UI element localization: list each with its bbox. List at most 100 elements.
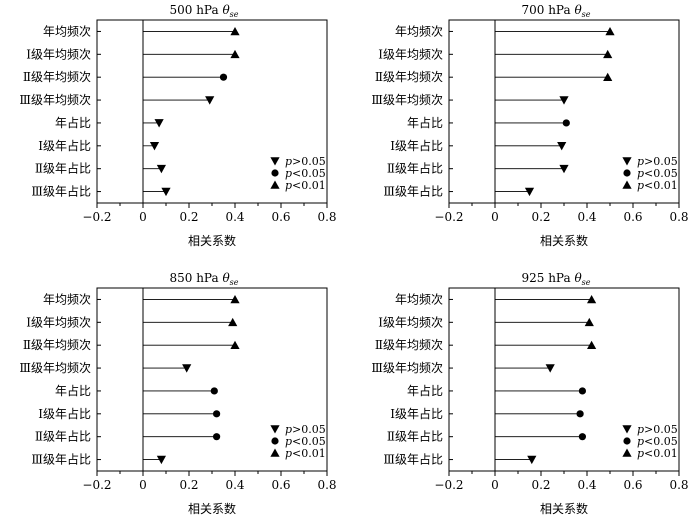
legend-marker <box>622 425 632 434</box>
category-label: Ⅱ级年占比 <box>387 161 443 176</box>
legend-p: p <box>637 447 644 460</box>
title-subscript: se <box>230 278 239 287</box>
category-label: 年均频次 <box>43 24 91 38</box>
legend-marker <box>623 437 631 445</box>
legend-value: <0.05 <box>644 167 678 180</box>
x-axis-label: 相关系数 <box>540 233 588 248</box>
data-marker <box>156 164 166 174</box>
legend-p: p <box>637 435 644 448</box>
x-tick-label: 0.2 <box>531 478 550 492</box>
data-marker <box>603 49 613 59</box>
legend-p: p <box>285 155 292 168</box>
category-label: Ⅲ级年均频次 <box>19 361 91 375</box>
legend-p: p <box>285 435 292 448</box>
legend-p: p <box>637 179 644 192</box>
x-tick-label: 0 <box>491 210 499 224</box>
data-marker <box>559 96 569 105</box>
legend-value: <0.01 <box>292 447 326 460</box>
data-marker <box>559 164 569 174</box>
legend-label: p<0.05 <box>285 167 326 180</box>
category-label: Ⅱ级年均频次 <box>23 70 91 84</box>
legend-label: p<0.01 <box>637 447 678 460</box>
legend-value: >0.05 <box>644 155 678 168</box>
legend-label: p<0.01 <box>285 447 326 460</box>
title-level: 925 hPa <box>521 271 574 285</box>
legend-marker <box>622 157 632 166</box>
x-axis-label: 相关系数 <box>188 233 236 248</box>
data-marker <box>576 410 584 418</box>
x-tick-label: 0 <box>139 210 147 224</box>
x-tick-label: 0.8 <box>317 210 336 224</box>
category-label: 年均频次 <box>43 292 91 306</box>
x-tick-label: 0.6 <box>271 478 290 492</box>
title-symbol: θ <box>574 3 582 17</box>
category-label: Ⅰ级年均频次 <box>378 47 443 61</box>
category-label: 年占比 <box>407 383 443 398</box>
data-marker <box>228 317 238 327</box>
x-tick-label: 0.2 <box>179 478 198 492</box>
x-tick-label: 0.6 <box>271 210 290 224</box>
x-tick-label: 0.2 <box>531 210 550 224</box>
category-label: 年占比 <box>407 115 443 130</box>
category-label: Ⅱ级年均频次 <box>375 70 443 84</box>
data-marker <box>161 187 171 197</box>
category-label: Ⅱ级年占比 <box>35 161 91 176</box>
legend-value: <0.01 <box>292 179 326 192</box>
x-tick-label: 0.8 <box>669 210 688 224</box>
legend-marker <box>271 169 279 177</box>
data-marker <box>210 387 218 395</box>
chart-panel-4: 925 hPa θse −0.2 0 0.2 0.4 0.6 0.8 相关系数 年均频次 Ⅰ级年均… <box>371 271 688 516</box>
legend-p: p <box>285 423 292 436</box>
category-label: 年占比 <box>55 115 91 130</box>
category-label: 年均频次 <box>395 292 443 306</box>
category-label: Ⅰ级年占比 <box>38 406 91 421</box>
category-label: Ⅲ级年均频次 <box>371 361 443 375</box>
data-marker <box>605 26 615 36</box>
data-marker <box>213 410 221 418</box>
legend-p: p <box>285 179 292 192</box>
legend-value: >0.05 <box>292 423 326 436</box>
legend-marker <box>270 180 280 189</box>
legend-label: p>0.05 <box>285 423 326 436</box>
legend-value: <0.01 <box>644 179 678 192</box>
x-tick-label: −0.2 <box>434 478 463 492</box>
x-tick-label: 0.6 <box>623 210 642 224</box>
x-tick-label: 0 <box>491 478 499 492</box>
category-label: Ⅲ级年占比 <box>31 452 91 467</box>
title-symbol: θ <box>222 271 230 285</box>
title-symbol: θ <box>574 271 582 285</box>
chart-panel-2: 700 hPa θse −0.2 0 0.2 0.4 0.6 0.8 相关系数 年均频次 Ⅰ级年均… <box>371 3 688 248</box>
legend-marker <box>622 180 632 189</box>
chart-panel-1: 500 hPa θse −0.2 0 0.2 0.4 0.6 0.8 相关系数 年均频次 Ⅰ级年均… <box>19 3 336 248</box>
category-label: Ⅰ级年占比 <box>38 138 91 153</box>
title-level: 500 hPa <box>169 3 222 17</box>
data-marker <box>230 294 240 304</box>
x-tick-label: 0.4 <box>225 210 244 224</box>
title-level: 700 hPa <box>521 3 574 17</box>
chart-title: 700 hPa θse <box>521 3 590 19</box>
legend-marker <box>270 448 280 457</box>
category-label: 年均频次 <box>395 24 443 38</box>
category-label: Ⅰ级年占比 <box>390 406 443 421</box>
chart-title: 500 hPa θse <box>169 3 238 19</box>
data-marker <box>230 26 240 36</box>
data-marker <box>213 433 221 441</box>
category-label: 年占比 <box>55 383 91 398</box>
data-marker <box>584 317 594 327</box>
x-axis-label: 相关系数 <box>540 501 588 516</box>
category-label: Ⅲ级年占比 <box>31 184 91 199</box>
legend-p: p <box>285 447 292 460</box>
legend-label: p>0.05 <box>285 155 326 168</box>
legend-marker <box>271 437 279 445</box>
x-tick-label: 0.4 <box>225 478 244 492</box>
title-level: 850 hPa <box>169 271 222 285</box>
legend-value: <0.01 <box>644 447 678 460</box>
legend-p: p <box>285 167 292 180</box>
legend-label: p>0.05 <box>637 423 678 436</box>
legend-label: p>0.05 <box>637 155 678 168</box>
x-tick-label: 0.4 <box>577 478 596 492</box>
category-label: Ⅰ级年占比 <box>390 138 443 153</box>
chart-title: 925 hPa θse <box>521 271 590 287</box>
legend-value: <0.05 <box>292 167 326 180</box>
